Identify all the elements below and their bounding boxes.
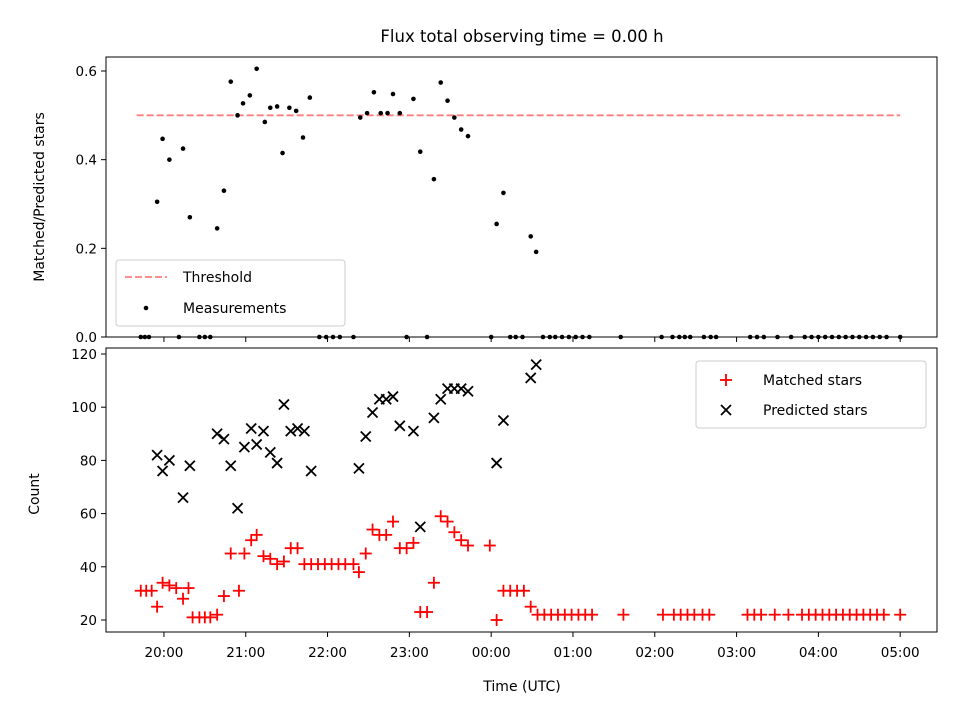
measurement-point xyxy=(438,80,443,85)
x-tick-label: 03:00 xyxy=(717,645,756,661)
measurement-point xyxy=(528,234,533,239)
legend-measurements-label: Measurements xyxy=(183,301,286,317)
figure: Flux total observing time = 0.00 h 0.0 0.… xyxy=(0,0,960,720)
top-y-tick-label: 0.4 xyxy=(76,153,97,169)
measurement-point xyxy=(452,115,457,120)
bottom-y-tick-label: 60 xyxy=(80,507,97,523)
bottom-y-axis-label: Count xyxy=(27,473,43,515)
measurement-point xyxy=(275,104,280,109)
measurement-point xyxy=(294,109,299,114)
measurement-point xyxy=(287,105,292,110)
x-axis-label: Time (UTC) xyxy=(482,679,560,695)
measurement-point xyxy=(280,151,285,156)
measurement-point xyxy=(398,111,403,116)
legend-predicted-label: Predicted stars xyxy=(763,403,868,419)
measurement-point xyxy=(432,177,437,182)
measurement-point xyxy=(301,135,306,140)
measurement-point xyxy=(534,250,539,255)
bottom-y-tick-label: 120 xyxy=(71,347,97,363)
measurement-point xyxy=(459,127,464,132)
measurement-point xyxy=(167,157,172,162)
measurement-point xyxy=(254,66,259,71)
measurement-point xyxy=(160,137,165,142)
x-tick-label: 22:00 xyxy=(308,645,347,661)
top-y-tick-label: 0.6 xyxy=(76,64,97,80)
measurement-point xyxy=(222,188,227,193)
x-tick-label: 21:00 xyxy=(226,645,265,661)
measurement-point xyxy=(181,146,186,151)
measurement-point xyxy=(155,199,160,204)
top-y-tick-label: 0.0 xyxy=(76,330,97,346)
measurement-point xyxy=(501,191,506,196)
measurement-point xyxy=(228,79,233,84)
measurement-point xyxy=(235,113,240,118)
measurement-point xyxy=(263,120,268,125)
top-legend: Threshold Measurements xyxy=(116,260,345,326)
measurement-point xyxy=(445,98,450,103)
chart-title: Flux total observing time = 0.00 h xyxy=(380,27,663,46)
bottom-y-tick-label: 80 xyxy=(80,453,97,469)
x-tick-label: 20:00 xyxy=(144,645,183,661)
measurement-point xyxy=(494,222,499,227)
bottom-legend: Matched stars Predicted stars xyxy=(696,361,926,428)
x-tick-label: 00:00 xyxy=(472,645,511,661)
measurement-point xyxy=(372,90,377,95)
measurement-point xyxy=(241,101,246,106)
x-tick-label: 05:00 xyxy=(881,645,920,661)
measurement-point xyxy=(411,97,416,102)
legend-measurements-swatch xyxy=(144,306,149,311)
x-tick-label: 23:00 xyxy=(390,645,429,661)
measurement-point xyxy=(358,115,363,120)
legend-threshold-label: Threshold xyxy=(182,270,252,286)
x-tick-label: 01:00 xyxy=(554,645,593,661)
measurement-point xyxy=(248,93,253,98)
measurement-point xyxy=(385,111,390,116)
measurement-point xyxy=(466,134,471,139)
measurement-point xyxy=(268,105,273,110)
measurement-point xyxy=(378,111,383,116)
bottom-y-tick-label: 100 xyxy=(71,400,97,416)
bottom-y-tick-label: 40 xyxy=(80,560,97,576)
measurement-point xyxy=(308,95,313,100)
top-y-axis-label: Matched/Predicted stars xyxy=(32,112,48,282)
measurement-point xyxy=(188,215,193,220)
measurement-point xyxy=(215,226,220,231)
measurement-point xyxy=(365,111,370,116)
x-tick-label: 04:00 xyxy=(799,645,838,661)
measurement-point xyxy=(418,149,423,154)
legend-matched-label: Matched stars xyxy=(763,373,862,389)
measurement-point xyxy=(391,92,396,97)
x-tick-label: 02:00 xyxy=(635,645,674,661)
bottom-y-tick-label: 20 xyxy=(80,613,97,629)
top-y-tick-label: 0.2 xyxy=(76,241,97,257)
